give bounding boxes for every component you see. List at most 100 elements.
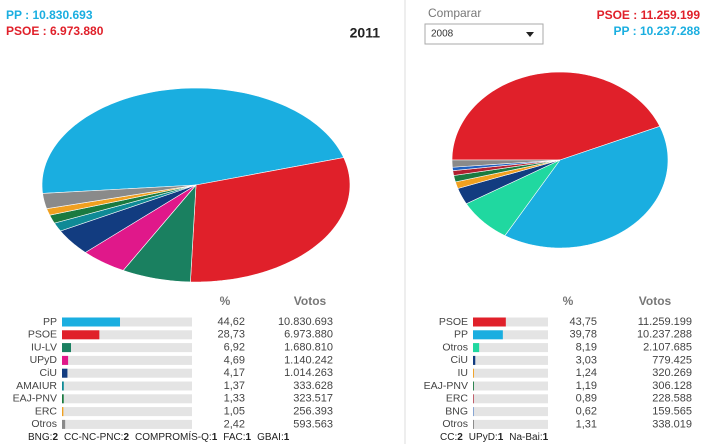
bar-track [62, 330, 192, 340]
row-label: IU [458, 367, 469, 379]
row-label: EAJ-PNV [13, 393, 57, 405]
bar [473, 317, 506, 327]
votes: 1.680.810 [284, 342, 333, 354]
bar [473, 368, 474, 378]
row-label: PP [454, 329, 468, 341]
bar [473, 355, 476, 365]
percent: 28,73 [217, 329, 245, 341]
pie-slice [59, 184, 197, 253]
pie-slice [122, 184, 197, 283]
seat-party: COMPROMÍS-Q: [135, 430, 212, 443]
votes: 779.425 [652, 354, 692, 366]
select-arrow [526, 32, 534, 37]
pie-slice [457, 159, 561, 205]
bar-track [62, 355, 192, 365]
votes: 593.563 [293, 418, 333, 430]
votes: 6.973.880 [284, 329, 333, 341]
row-label: PSOE [439, 316, 468, 328]
row-label: UPyD [30, 354, 58, 366]
row-label: Otros [442, 418, 468, 430]
votes: 10.237.288 [637, 329, 692, 341]
column-header: Votos [294, 294, 327, 308]
votes: 320.269 [652, 367, 692, 379]
seat-count: 1 [284, 432, 290, 443]
percent: 2,42 [224, 418, 245, 430]
votes: 333.628 [293, 380, 333, 392]
seat-count: 1 [212, 432, 218, 443]
row-label: Otros [31, 418, 57, 430]
row-label: AMAIUR [16, 380, 57, 392]
percent: 39,78 [569, 329, 597, 341]
select-value: 2008 [431, 29, 454, 40]
pie-slice [190, 157, 351, 283]
votes: 1.014.263 [284, 367, 333, 379]
bar [62, 419, 66, 429]
header-first: PP : 10.830.693 [6, 8, 93, 22]
pie-slice [451, 159, 561, 168]
bar [62, 317, 121, 327]
row-label: BNG [445, 405, 468, 417]
votes: 338.019 [652, 418, 692, 430]
row-label: PP [43, 316, 57, 328]
year: 2011 [350, 25, 381, 41]
bar-track [62, 368, 192, 378]
bar [473, 381, 474, 391]
row-label: EAJ-PNV [424, 380, 468, 392]
bar-track [473, 419, 548, 429]
percent: 0,89 [576, 393, 597, 405]
row-label: Otros [442, 341, 468, 353]
seat-party: Na-Bai: [509, 432, 542, 443]
percent: 43,75 [569, 316, 597, 328]
percent: 1,31 [576, 418, 597, 430]
bar-track [62, 407, 192, 417]
bar-track [62, 343, 192, 353]
percent: 4,17 [224, 367, 245, 379]
votes: 11.259.199 [638, 316, 692, 328]
percent: 1,05 [224, 406, 245, 418]
row-label: CiU [451, 354, 469, 366]
votes: 10.830.693 [278, 316, 333, 328]
seat-party: FAC: [223, 432, 245, 443]
bar [473, 330, 503, 340]
bar [473, 394, 474, 404]
bar-track [473, 317, 548, 327]
votes: 306.128 [652, 380, 692, 392]
bar-track [62, 317, 192, 327]
bar-track [473, 355, 548, 365]
row-label: CiU [40, 367, 58, 379]
bar [62, 343, 71, 353]
bar [62, 368, 68, 378]
pie-slice [504, 125, 669, 249]
percent: 1,19 [576, 380, 597, 392]
bar-track [473, 407, 548, 417]
pie-slice [465, 159, 561, 237]
percent: 1,24 [576, 367, 597, 379]
seat-count: 2 [52, 432, 58, 443]
percent: 6,92 [224, 342, 245, 354]
pie-slice [42, 184, 197, 210]
seat-count: 2 [123, 432, 129, 443]
bar [62, 407, 64, 417]
header-second: PSOE : 6.973.880 [6, 24, 104, 38]
row-label: ERC [35, 405, 58, 417]
seats-footer: BNG:2 CC-NC-PNC:2 COMPROMÍS-Q:1 FAC:1 GBAI:1 [28, 430, 290, 443]
compare-label: Comparar [428, 6, 481, 20]
pie-slice [41, 87, 345, 194]
votes: 256.393 [293, 406, 333, 418]
bar-track [473, 330, 548, 340]
pie-slice [451, 71, 661, 161]
select[interactable] [424, 23, 544, 45]
header-second: PP : 10.237.288 [613, 24, 700, 38]
seat-party: CC-NC-PNC: [64, 432, 123, 443]
seats-footer: CC:2 UPyD:1 Na-Bai:1 [440, 432, 549, 443]
row-label: ERC [446, 393, 469, 405]
bar-track [62, 381, 192, 391]
percent: 1,37 [224, 380, 245, 392]
votes: 323.517 [293, 393, 333, 405]
seat-count: 1 [543, 432, 549, 443]
bar [62, 381, 64, 391]
bar-track [473, 381, 548, 391]
percent: 3,03 [576, 354, 597, 366]
votes: 228.588 [652, 393, 692, 405]
